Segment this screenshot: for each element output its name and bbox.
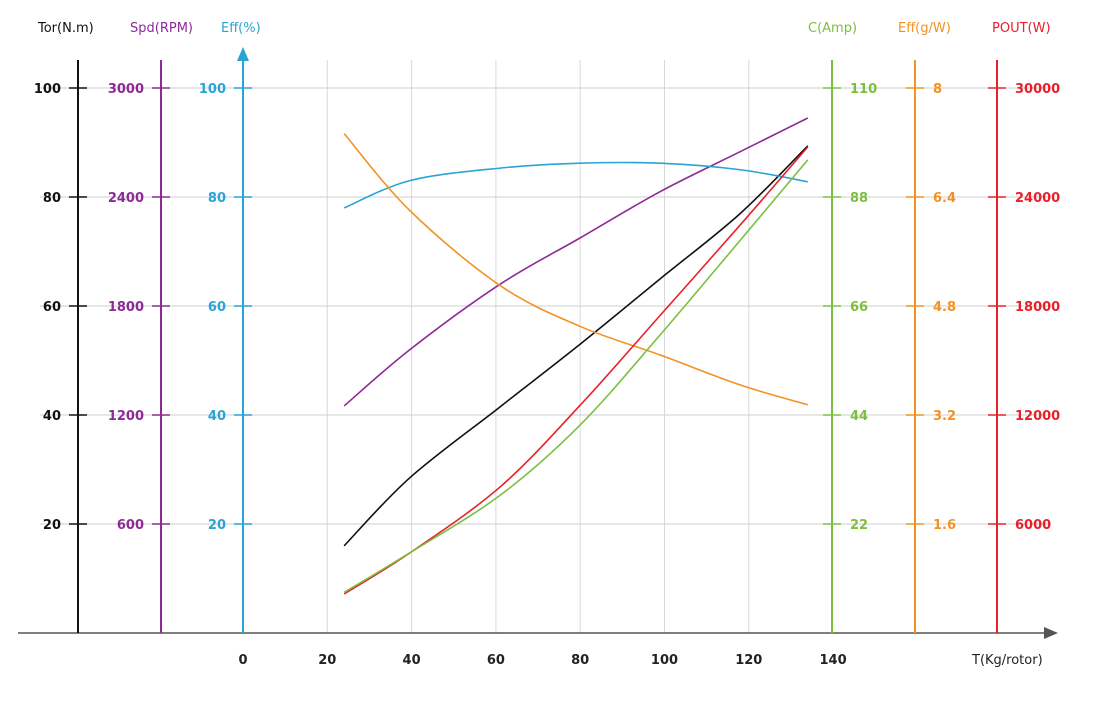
x-tick-label: 20 [318, 653, 336, 668]
y-tick-label-tor: 60 [43, 300, 61, 315]
y-axis-title-gw: Eff(g/W) [898, 21, 951, 36]
x-tick-label: 140 [820, 653, 847, 668]
x-tick-label: 0 [238, 653, 247, 668]
y-tick-label-amp: 88 [850, 191, 868, 206]
y-tick-label-amp: 44 [850, 409, 868, 424]
x-tick-label: 120 [735, 653, 762, 668]
y-tick-label-spd: 1200 [108, 409, 144, 424]
y-tick-label-pout: 6000 [1015, 518, 1051, 533]
y-tick-label-tor: 100 [34, 82, 61, 97]
y-tick-label-gw: 8 [933, 82, 942, 97]
x-axis-label: T(Kg/rotor) [971, 653, 1043, 668]
x-tick-label: 80 [571, 653, 589, 668]
y-tick-label-tor: 40 [43, 409, 61, 424]
y-tick-label-amp: 66 [850, 300, 868, 315]
y-tick-label-spd: 600 [117, 518, 144, 533]
y-tick-label-eff: 60 [208, 300, 226, 315]
x-tick-label: 100 [651, 653, 678, 668]
x-axis-arrow-icon [1044, 627, 1058, 639]
y-tick-label-tor: 20 [43, 518, 61, 533]
y-axis-title-amp: C(Amp) [808, 21, 857, 36]
y-tick-label-spd: 2400 [108, 191, 144, 206]
x-tick-label: 60 [487, 653, 505, 668]
y-axis-title-pout: POUT(W) [992, 21, 1051, 36]
y-tick-label-pout: 30000 [1015, 82, 1060, 97]
y-tick-label-amp: 110 [850, 82, 877, 97]
series-line-tor [343, 145, 809, 547]
y-tick-label-pout: 24000 [1015, 191, 1060, 206]
y-tick-label-amp: 22 [850, 518, 868, 533]
y-tick-label-eff: 20 [208, 518, 226, 533]
grid [40, 60, 1050, 633]
series-line-spd [343, 117, 809, 407]
y-tick-label-tor: 80 [43, 191, 61, 206]
x-tick-label: 40 [403, 653, 421, 668]
y-tick-label-spd: 3000 [108, 82, 144, 97]
y-tick-label-spd: 1800 [108, 300, 144, 315]
y-axis-title-tor: Tor(N.m) [37, 21, 94, 36]
y-tick-label-pout: 18000 [1015, 300, 1060, 315]
series-line-amp [343, 159, 809, 594]
y-tick-label-pout: 12000 [1015, 409, 1060, 424]
y-tick-label-gw: 3.2 [933, 409, 956, 424]
y-tick-label-gw: 1.6 [933, 518, 956, 533]
axes: 0 20 40 60 80 100 120 140 Tor(N.m) 20 40 60 80 100 Spd… [18, 21, 1060, 668]
y-axis-title-eff: Eff(%) [221, 21, 261, 36]
y-axis-arrow-icon [237, 47, 249, 61]
series-line-eff [343, 161, 808, 209]
y-tick-label-gw: 6.4 [933, 191, 956, 206]
y-tick-label-gw: 4.8 [933, 300, 956, 315]
y-axis-title-spd: Spd(RPM) [130, 21, 193, 36]
curves [343, 117, 809, 595]
series-line-gw [343, 133, 809, 406]
y-tick-label-eff: 40 [208, 409, 226, 424]
y-tick-label-eff: 80 [208, 191, 226, 206]
y-tick-label-eff: 100 [199, 82, 226, 97]
